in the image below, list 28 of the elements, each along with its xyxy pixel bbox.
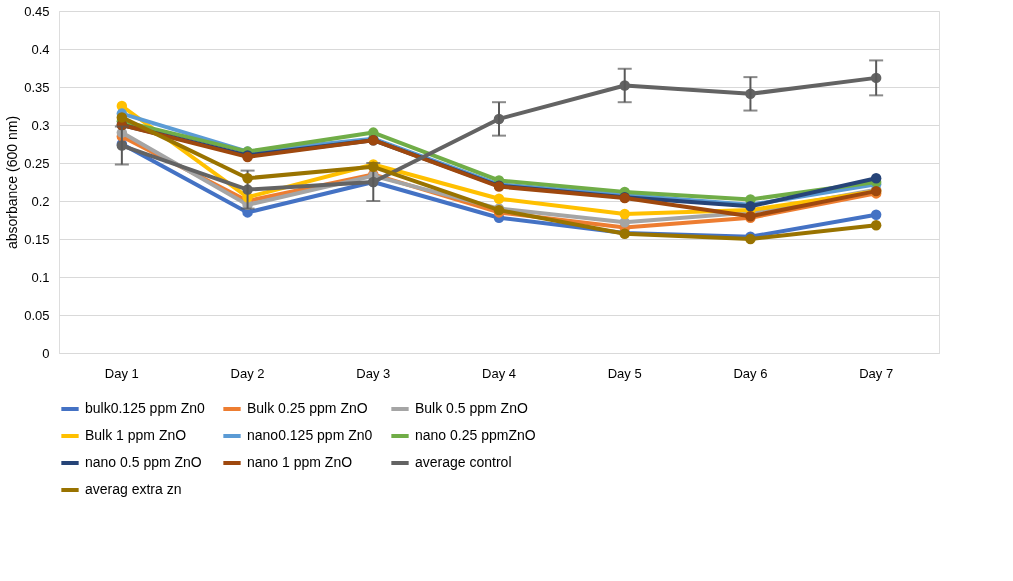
y-tick-label: 0.2 — [31, 193, 50, 209]
y-tick-label: 0 — [42, 345, 50, 361]
x-tick-label: Day 1 — [104, 365, 139, 381]
y-tick-label: 0.3 — [31, 117, 50, 133]
x-tick-label: Day 7 — [859, 365, 894, 381]
x-tick-label: Day 6 — [733, 365, 768, 381]
y-tick-label: 0.25 — [24, 155, 50, 171]
y-axis-title: absorbance (600 nm) — [4, 115, 21, 250]
legend-label: nano0.125 ppm Zn0 — [247, 427, 373, 443]
y-tick-label: 0.1 — [31, 269, 50, 285]
x-tick-label: Day 2 — [230, 365, 265, 381]
legend-label: Bulk 1 ppm ZnO — [85, 427, 187, 443]
legend-label: nano 1 ppm ZnO — [247, 454, 353, 470]
legend-label: Bulk 0.25 ppm ZnO — [247, 400, 368, 416]
y-tick-label: 0.15 — [24, 231, 50, 247]
x-tick-label: Day 3 — [356, 365, 391, 381]
y-tick-label: 0.05 — [24, 307, 50, 323]
y-tick-label: 0.45 — [24, 3, 50, 19]
y-tick-label: 0.35 — [24, 79, 50, 95]
legend-label: bulk0.125 ppm Zn0 — [85, 400, 206, 416]
legend-label: nano 0.25 ppmZnO — [415, 427, 536, 443]
x-tick-label: Day 5 — [607, 365, 642, 381]
legend-label: nano 0.5 ppm ZnO — [85, 454, 202, 470]
legend-label: averag extra zn — [85, 481, 182, 497]
y-tick-label: 0.4 — [31, 41, 50, 57]
legend-label: average control — [415, 454, 512, 470]
legend-label: Bulk 0.5 ppm ZnO — [415, 400, 528, 416]
x-tick-label: Day 4 — [482, 365, 516, 381]
